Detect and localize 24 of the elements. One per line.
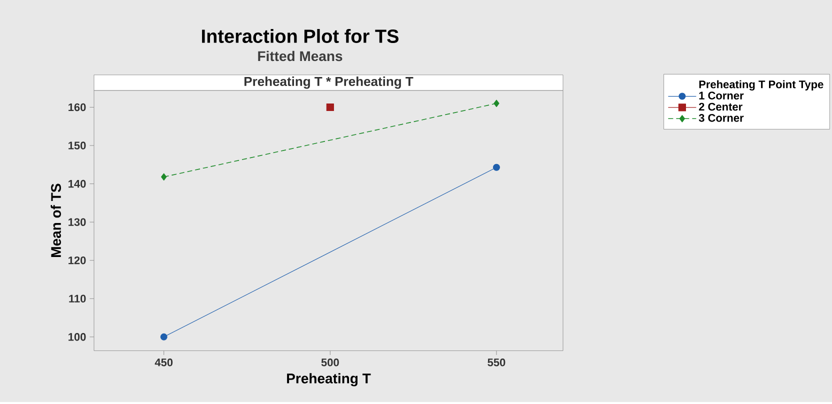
y-tick-label: 120 [68,256,86,264]
point [494,100,500,108]
point [161,173,167,181]
legend-label: 3 Corner [698,114,744,122]
y-tick-label: 110 [69,294,86,303]
x-tick-label: 450 [154,358,173,366]
y-axis-title: Mean of TS [50,184,61,257]
text: Preheating T * Preheating T [244,76,414,89]
y-tick-label: 100 [68,333,86,341]
legend-title: Preheating T Point Type [699,80,824,91]
y-tick-label: 160 [68,103,86,112]
x-axis-title: Preheating T [287,373,371,386]
point [160,333,168,340]
x-tick-label: 500 [321,358,339,366]
point [326,103,334,112]
chart-subtitle: Fitted Means [258,50,342,62]
y-tick-label: 130 [68,218,86,226]
y-tick-label: 140 [68,180,86,188]
y-tick-label: 150 [68,142,86,150]
point [492,164,500,171]
x-tick-label: 550 [488,358,506,366]
legend-label: 1 Corner [699,92,744,100]
chart-title: Interaction Plot for TS [202,29,398,43]
legend-label: 2 Center [698,102,742,111]
